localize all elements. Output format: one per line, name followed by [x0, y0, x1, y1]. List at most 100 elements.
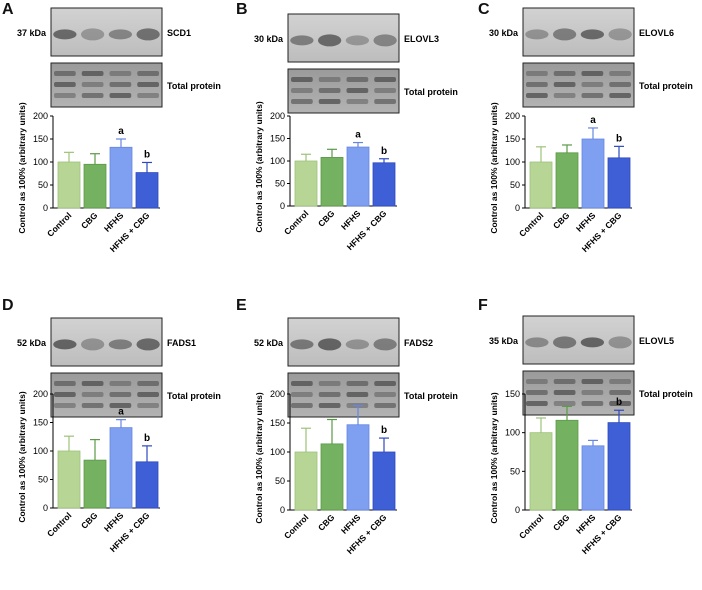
- protein-band: [53, 339, 77, 350]
- protein-band: [53, 29, 77, 40]
- y-tick-label: 200: [270, 389, 285, 399]
- protein-band: [136, 28, 160, 41]
- protein-band: [552, 28, 577, 41]
- y-tick-label: 100: [505, 428, 520, 438]
- x-tick-label: Control: [282, 208, 310, 236]
- significance-label: a: [118, 126, 124, 137]
- y-tick-label: 50: [510, 466, 520, 476]
- x-tick-label: HFHS: [339, 512, 363, 536]
- x-tick-label: Control: [282, 512, 310, 540]
- total-protein-band: [374, 381, 396, 386]
- total-protein-band: [137, 381, 159, 386]
- total-protein-band: [318, 381, 341, 386]
- significance-label: b: [616, 133, 622, 144]
- total-protein-band: [137, 403, 159, 408]
- protein-band: [580, 337, 605, 348]
- bar-control: [57, 161, 81, 209]
- total-protein-band: [109, 403, 132, 408]
- total-protein-band: [374, 403, 396, 408]
- total-protein-band: [346, 77, 369, 82]
- panel-letter: B: [236, 1, 248, 18]
- bar-hfhs-cbg: [607, 157, 631, 209]
- total-protein-band: [54, 403, 76, 408]
- total-protein-band: [346, 99, 369, 104]
- y-tick-label: 0: [43, 503, 48, 513]
- total-protein-label: Total protein: [167, 81, 221, 91]
- protein-name-label: ELOVL5: [639, 336, 674, 346]
- x-tick-label: CBG: [316, 208, 337, 229]
- protein-band: [608, 336, 632, 349]
- protein-name-label: ELOVL3: [404, 34, 439, 44]
- protein-name-label: FADS1: [167, 338, 196, 348]
- total-protein-band: [81, 392, 104, 397]
- panel-f: F 35 kDa ELOVL5 Total protein 0 50 100 150 Contr…: [478, 297, 693, 556]
- x-tick-label: Control: [517, 210, 545, 238]
- bar-cbg: [555, 152, 579, 209]
- x-tick-label: HFHS: [339, 208, 363, 232]
- total-protein-band: [374, 99, 396, 104]
- total-protein-band: [581, 82, 604, 87]
- total-protein-band: [81, 381, 104, 386]
- significance-label: b: [381, 425, 387, 436]
- total-protein-band: [526, 390, 548, 395]
- total-protein-band: [526, 379, 548, 384]
- protein-band: [80, 28, 105, 41]
- y-axis-title: Control as 100% (arbitrary units): [17, 391, 27, 522]
- bar-hfhs: [581, 445, 605, 511]
- total-protein-band: [291, 77, 313, 82]
- total-protein-band: [291, 381, 313, 386]
- panel-a: A37 kDa SCD1 Total protein 0 50 100 150 200 Cont…: [2, 1, 221, 254]
- bar-hfhs-cbg: [372, 451, 396, 511]
- y-tick-label: 150: [505, 134, 520, 144]
- x-tick-label: HFHS: [102, 510, 126, 534]
- total-protein-stain-image: [287, 68, 400, 114]
- protein-band: [108, 29, 133, 40]
- y-tick-label: 150: [33, 418, 48, 428]
- y-tick-label: 50: [510, 180, 520, 190]
- total-protein-band: [609, 93, 631, 98]
- total-protein-band: [526, 401, 548, 406]
- y-tick-label: 200: [33, 111, 48, 121]
- bar-control: [529, 432, 553, 511]
- protein-band: [345, 339, 370, 350]
- bar-control: [57, 450, 81, 509]
- y-axis-title: Control as 100% (arbitrary units): [17, 102, 27, 233]
- total-protein-band: [81, 403, 104, 408]
- y-tick-label: 50: [275, 476, 285, 486]
- panel-letter: F: [478, 297, 488, 314]
- x-tick-label: Control: [517, 512, 545, 540]
- total-protein-band: [137, 93, 159, 98]
- x-tick-label: HFHS: [102, 210, 126, 234]
- total-protein-band: [54, 71, 76, 76]
- protein-name-label: FADS2: [404, 338, 433, 348]
- bar-hfhs-cbg: [135, 461, 159, 509]
- y-tick-label: 0: [280, 201, 285, 211]
- total-protein-band: [54, 82, 76, 87]
- total-protein-band: [318, 392, 341, 397]
- y-tick-label: 0: [515, 203, 520, 213]
- protein-band: [580, 29, 605, 40]
- total-protein-band: [109, 82, 132, 87]
- bar-hfhs: [346, 146, 370, 207]
- panel-letter: E: [236, 297, 247, 314]
- y-tick-label: 100: [33, 157, 48, 167]
- total-protein-band: [609, 401, 631, 406]
- y-axis-title: Control as 100% (arbitrary units): [254, 101, 264, 232]
- total-protein-label: Total protein: [404, 87, 458, 97]
- total-protein-band: [581, 93, 604, 98]
- bar-hfhs: [346, 424, 370, 511]
- protein-band: [290, 35, 314, 46]
- y-axis-title: Control as 100% (arbitrary units): [489, 102, 499, 233]
- x-tick-label: HFHS: [574, 512, 598, 536]
- bar-hfhs-cbg: [607, 422, 631, 511]
- total-protein-band: [137, 82, 159, 87]
- panel-letter: C: [478, 1, 490, 18]
- total-protein-label: Total protein: [639, 81, 693, 91]
- y-tick-label: 50: [38, 475, 48, 485]
- protein-name-label: ELOVL6: [639, 28, 674, 38]
- y-tick-label: 150: [270, 134, 285, 144]
- total-protein-band: [291, 403, 313, 408]
- total-protein-band: [581, 379, 604, 384]
- y-tick-label: 200: [270, 111, 285, 121]
